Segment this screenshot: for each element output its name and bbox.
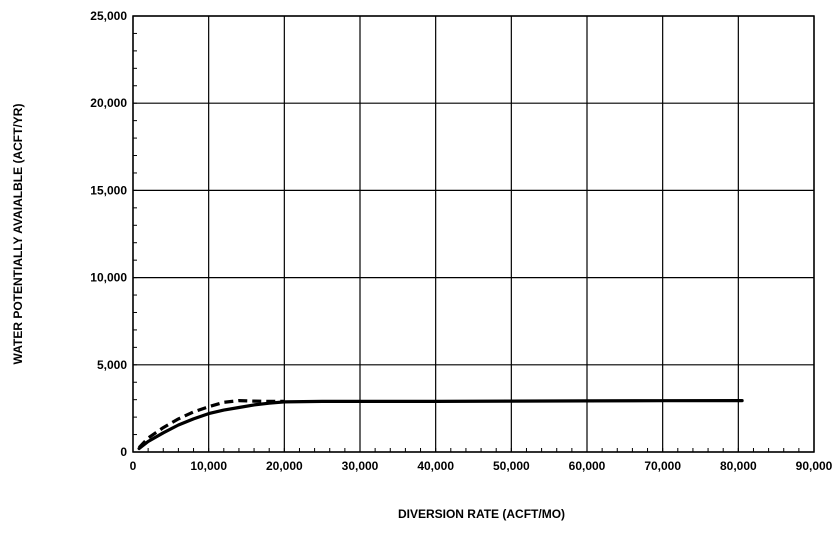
y-tick-label: 25,000 (90, 9, 127, 23)
y-tick-label: 5,000 (97, 358, 127, 372)
grid-lines (132, 15, 815, 453)
x-tick-label: 50,000 (493, 459, 530, 473)
y-tick-labels: 0 5,000 10,000 15,000 20,000 25,000 (90, 9, 127, 459)
x-tick-label: 30,000 (342, 459, 379, 473)
solid-series-line (137, 399, 744, 451)
x-tick-labels: 0 10,000 20,000 30,000 40,000 50,000 60,000 70,… (130, 459, 833, 473)
x-tick-label: 60,000 (569, 459, 606, 473)
y-tick-label: 0 (120, 445, 127, 459)
x-tick-label: 0 (130, 459, 137, 473)
y-tick-label: 20,000 (90, 96, 127, 110)
x-tick-label: 70,000 (644, 459, 681, 473)
plot-area-frame (132, 15, 815, 453)
x-tick-label: 10,000 (190, 459, 227, 473)
minor-ticks (132, 15, 815, 453)
y-tick-label: 10,000 (90, 271, 127, 285)
x-tick-label: 40,000 (417, 459, 454, 473)
x-tick-label: 80,000 (720, 459, 757, 473)
x-tick-label: 90,000 (796, 459, 833, 473)
y-axis-title: WATER POTENTIALLY AVAIALBLE (ACFT/YR) (11, 104, 25, 365)
x-tick-label: 20,000 (266, 459, 303, 473)
series-lines (137, 399, 744, 451)
x-axis-title: DIVERSION RATE (ACFT/MO) (398, 507, 565, 521)
dashed-series-line (137, 399, 285, 449)
y-tick-label: 15,000 (90, 183, 127, 197)
